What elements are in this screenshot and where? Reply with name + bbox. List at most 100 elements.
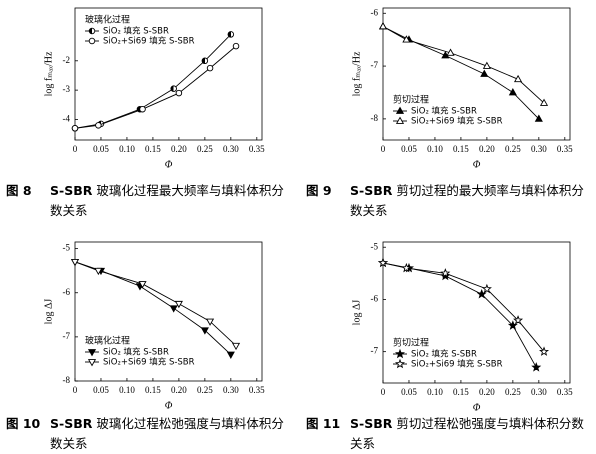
caption-text: 玻璃化过程松弛强度与填料体积分数关系 — [50, 416, 284, 451]
caption: 图 8 S-SBR 玻璃化过程最大频率与填料体积分数关系 — [6, 181, 296, 221]
y-tick-label: -4 — [63, 114, 71, 124]
series-line — [74, 261, 237, 347]
x-tick-label: 0.10 — [119, 144, 135, 154]
marker — [169, 305, 178, 313]
marker — [377, 257, 389, 268]
y-axis-label: log ΔJ — [351, 300, 362, 326]
x-axis-label: Φ — [473, 159, 481, 170]
marker — [440, 268, 451, 278]
caption-text: 剪切过程松弛强度与填料体积分数关系 — [350, 416, 584, 451]
caption-subject: S-SBR — [50, 416, 93, 431]
marker — [205, 318, 215, 326]
marker — [71, 125, 79, 132]
y-tick-label: -3 — [63, 84, 71, 94]
plot-frame — [382, 241, 571, 384]
x-tick-label: 0.10 — [427, 387, 443, 397]
y-axis-label: log ΔJ — [43, 299, 54, 325]
marker — [402, 35, 411, 43]
y-axis-label: log fₘₐₓ/Hz — [43, 51, 54, 96]
marker — [476, 288, 487, 299]
legend-label: SiO₂+Si69 填充 S-SBR — [103, 36, 195, 47]
x-tick-label: 0.25 — [505, 387, 521, 397]
x-axis-label: Φ — [473, 402, 481, 413]
x-tick-label: 0.20 — [479, 387, 495, 397]
marker — [175, 89, 183, 97]
marker — [200, 327, 209, 335]
x-tick-label: 0.20 — [171, 385, 187, 395]
caption-subject: S-SBR — [350, 416, 393, 431]
caption: 图 11 S-SBR 剪切过程松弛强度与填料体积分数关系 — [306, 414, 596, 454]
marker — [87, 359, 97, 367]
marker — [395, 106, 405, 114]
y-tick-label: -6 — [63, 287, 71, 297]
x-axis-label: Φ — [165, 400, 173, 411]
x-axis-label: Φ — [165, 159, 173, 170]
y-tick-label: -6 — [371, 7, 379, 17]
marker — [513, 74, 523, 83]
marker — [539, 98, 549, 106]
legend-title: 剪切过程 — [393, 94, 429, 106]
x-tick-label: 0.35 — [249, 385, 265, 395]
y-tick-label: -7 — [371, 60, 379, 70]
x-tick-label: 0.30 — [531, 387, 547, 397]
x-tick-label: 0.15 — [453, 144, 469, 154]
legend-label: SiO₂+Si69 填充 S-SBR — [103, 357, 195, 368]
x-tick-label: 0.20 — [479, 144, 495, 154]
marker — [401, 262, 412, 273]
marker — [226, 351, 235, 359]
y-tick-label: -5 — [371, 241, 379, 251]
series-line — [382, 26, 545, 104]
x-tick-label: 0.25 — [505, 144, 521, 154]
marker — [232, 42, 240, 50]
x-tick-label: 0.10 — [119, 385, 135, 395]
marker — [139, 105, 146, 113]
marker — [531, 362, 542, 372]
legend-label: SiO₂+Si69 填充 S-SBR — [411, 116, 503, 127]
figure-label: 图 11 — [306, 416, 341, 431]
marker — [87, 349, 97, 357]
y-axis-label: log fₘₐₓ/Hz — [351, 51, 362, 96]
marker — [394, 348, 406, 359]
marker — [482, 61, 491, 69]
legend-title: 玻璃化过程 — [85, 335, 130, 347]
marker — [539, 346, 550, 356]
x-tick-label: 0 — [73, 385, 78, 395]
series-line — [74, 34, 232, 129]
x-tick-label: 0 — [381, 387, 386, 397]
x-tick-label: 0.30 — [223, 385, 239, 395]
marker — [174, 300, 183, 309]
y-tick-label: -2 — [63, 55, 71, 65]
caption-subject: S-SBR — [50, 183, 93, 198]
marker — [95, 122, 102, 129]
figure-label: 图 9 — [306, 183, 332, 198]
marker — [88, 27, 96, 35]
x-tick-label: 0.20 — [171, 144, 187, 154]
marker — [395, 116, 405, 124]
marker — [70, 259, 80, 267]
y-tick-label: -8 — [63, 375, 71, 385]
series-line — [382, 26, 540, 120]
x-tick-label: 0.10 — [427, 144, 443, 154]
marker — [206, 64, 214, 72]
legend-label: SiO₂ 填充 S-SBR — [103, 347, 169, 358]
marker — [231, 342, 241, 351]
marker — [507, 320, 518, 330]
y-tick-label: -6 — [371, 294, 379, 304]
x-tick-label: 0.05 — [93, 144, 109, 154]
legend-label: SiO₂ 填充 S-SBR — [411, 349, 477, 360]
marker — [170, 85, 177, 92]
x-tick-label: 0.05 — [401, 144, 417, 154]
marker — [534, 114, 543, 122]
x-tick-label: 0.05 — [93, 385, 109, 395]
caption-text: 剪切过程的最大频率与填料体积分数关系 — [350, 183, 584, 218]
x-tick-label: 0.15 — [453, 387, 469, 397]
x-tick-label: 0.05 — [401, 387, 417, 397]
figure-label: 图 8 — [6, 183, 32, 198]
legend-label: SiO₂ 填充 S-SBR — [103, 26, 169, 37]
x-tick-label: 0.30 — [531, 144, 547, 154]
caption: 图 10 S-SBR 玻璃化过程松弛强度与填料体积分数关系 — [6, 414, 296, 454]
x-tick-label: 0.25 — [197, 385, 213, 395]
legend-label: SiO₂+Si69 填充 S-SBR — [411, 359, 503, 370]
